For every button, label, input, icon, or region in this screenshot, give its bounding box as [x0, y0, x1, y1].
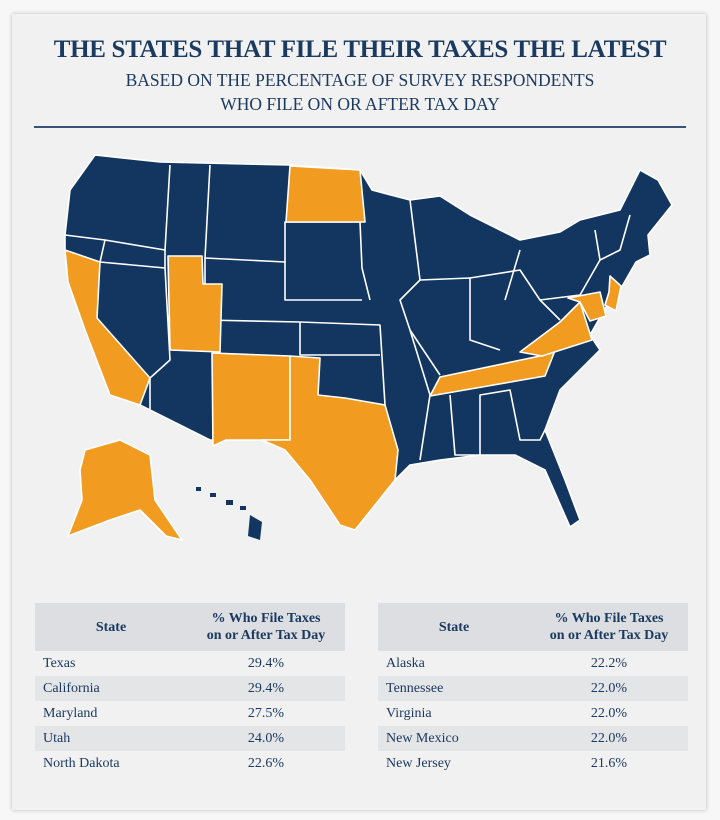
state-california: [64, 249, 151, 406]
subtitle-line-2: WHO FILE ON OR AFTER TAX DAY: [220, 94, 500, 114]
pct-value: 24.0%: [187, 726, 345, 751]
table-row: California 29.4%: [35, 676, 345, 701]
subtitle-line-1: BASED ON THE PERCENTAGE OF SURVEY RESPON…: [125, 70, 595, 90]
state-name: New Jersey: [386, 755, 451, 771]
state-new-mexico: [211, 352, 291, 447]
col-header-state: State: [378, 603, 530, 651]
table-row: Alaska 22.2%: [378, 651, 688, 676]
col-header-state: State: [35, 603, 187, 651]
pct-value: 21.6%: [590, 755, 628, 771]
state-maryland: [567, 291, 607, 322]
state-name: North Dakota: [43, 755, 120, 771]
table-row: Virginia 22.0%: [378, 701, 688, 726]
pct-value: 22.6%: [247, 755, 285, 771]
state-name: Virginia: [386, 705, 432, 721]
col-header-pct: % Who File Taxes on or After Tax Day: [187, 603, 345, 651]
table-row: Utah 24.0%: [35, 726, 345, 751]
state-tennessee: [429, 347, 557, 397]
pct-value: 22.2%: [590, 655, 628, 671]
pct-value: 27.5%: [247, 705, 285, 721]
pct-value: 29.4%: [187, 676, 345, 701]
state-name: Tennessee: [378, 676, 530, 701]
table-row: Maryland 27.5%: [35, 701, 345, 726]
us-map: [64, 154, 673, 541]
state-name: California: [35, 676, 187, 701]
state-name: Maryland: [43, 705, 98, 721]
state-name: New Mexico: [378, 726, 530, 751]
table-row: North Dakota 22.6%: [35, 751, 345, 776]
table-row: Texas 29.4%: [35, 651, 345, 676]
pct-value: 29.4%: [247, 655, 285, 671]
pct-value: 22.0%: [530, 726, 688, 751]
pct-value: 22.0%: [530, 676, 688, 701]
state-texas: [261, 355, 399, 531]
state-name: Alaska: [386, 655, 425, 671]
table-row: Tennessee 22.0%: [378, 676, 688, 701]
table-row: New Mexico 22.0%: [378, 726, 688, 751]
pct-value: 22.0%: [590, 705, 628, 721]
table-right: State % Who File Taxes on or After Tax Da…: [378, 603, 688, 776]
state-alaska: [67, 439, 183, 541]
state-name: Texas: [43, 655, 76, 671]
divider: [34, 126, 686, 128]
page-title: THE STATES THAT FILE THEIR TAXES THE LAT…: [53, 36, 667, 63]
state-north-dakota: [285, 165, 366, 223]
table-left: State % Who File Taxes on or After Tax Da…: [35, 603, 345, 776]
state-name: Utah: [35, 726, 187, 751]
state-utah: [167, 255, 223, 353]
state-hawaii: [196, 487, 262, 540]
col-header-pct: % Who File Taxes on or After Tax Day: [530, 603, 688, 651]
state-virginia: [519, 301, 593, 357]
table-row: New Jersey 21.6%: [378, 751, 688, 776]
state-new-jersey: [604, 275, 622, 312]
